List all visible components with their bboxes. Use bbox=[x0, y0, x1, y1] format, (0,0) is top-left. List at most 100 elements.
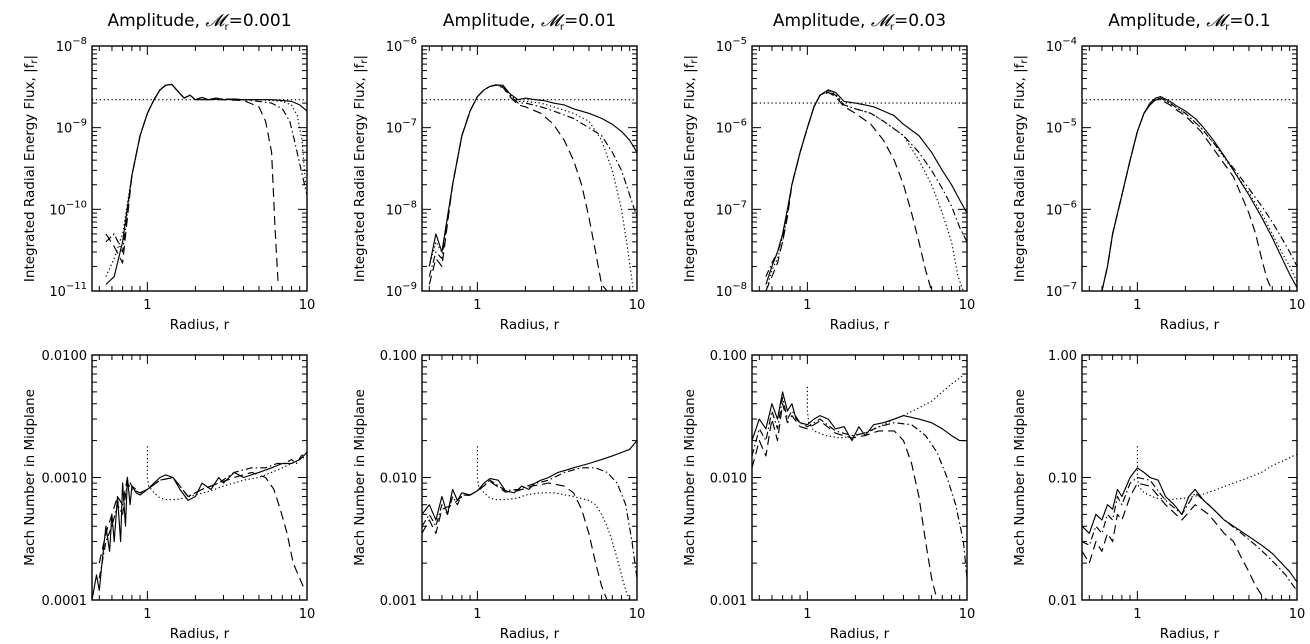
panel-top-2: Amplitude, 𝓜r=0.03 Integrated Radial Ener… bbox=[682, 11, 975, 333]
x-tick-label: 10 bbox=[299, 298, 316, 313]
y-tick-label: 10−6 bbox=[1046, 199, 1077, 218]
x-axis-label: Radius, r bbox=[500, 626, 560, 642]
y-tick-label: 1.00 bbox=[1048, 349, 1077, 364]
x-tick-label: 1 bbox=[1133, 298, 1141, 313]
x-axis-label: Radius, r bbox=[830, 626, 890, 642]
series-line-dashdot bbox=[422, 467, 637, 579]
x-axis-label: Radius, r bbox=[170, 317, 230, 333]
y-tick-label: 10−10 bbox=[49, 199, 87, 218]
y-tick-label: 0.010 bbox=[710, 472, 747, 487]
y-axis-label: Integrated Radial Energy Flux, |fr| bbox=[682, 55, 700, 282]
y-axis-label: Mach Number in Midplane bbox=[1012, 389, 1028, 566]
panel-title: Amplitude, 𝓜r=0.1 bbox=[1108, 11, 1270, 33]
plot-frame bbox=[1081, 354, 1298, 601]
y-tick-label: 0.100 bbox=[380, 349, 417, 364]
y-axis-label: Integrated Radial Energy Flux, |fr| bbox=[352, 55, 370, 282]
y-tick-label: 10−5 bbox=[1046, 118, 1077, 137]
x-axis-label: Radius, r bbox=[830, 317, 890, 333]
y-tick-label: 10−9 bbox=[56, 118, 87, 137]
panel-bottom-0: Mach Number in Midplane Radius, r 1 10 0.000… bbox=[22, 349, 315, 642]
series-line-solid bbox=[752, 391, 967, 442]
series-line-solid bbox=[1082, 467, 1297, 583]
y-tick-label: 10−7 bbox=[1046, 281, 1077, 300]
y-tick-label: 10−8 bbox=[386, 199, 417, 218]
series-line-dotted bbox=[1101, 97, 1297, 291]
x-tick-label: 10 bbox=[299, 607, 316, 622]
series-line-dotted bbox=[428, 84, 634, 291]
y-tick-label: 0.01 bbox=[1048, 594, 1077, 609]
y-tick-label: 0.100 bbox=[710, 349, 747, 364]
panel-top-0: Amplitude, 𝓜r=0.001 Integrated Radial Ene… bbox=[22, 11, 315, 333]
x-tick-label: 1 bbox=[473, 607, 481, 622]
y-tick-label: 10−11 bbox=[49, 281, 87, 300]
y-tick-label: 10−6 bbox=[386, 36, 417, 55]
series-line-dotted bbox=[1136, 446, 1297, 501]
x-tick-label: 10 bbox=[629, 298, 646, 313]
x-tick-label: 10 bbox=[1289, 607, 1306, 622]
x-tick-label: 1 bbox=[143, 607, 151, 622]
series-line-dashdot bbox=[105, 83, 307, 253]
x-tick-label: 10 bbox=[629, 607, 646, 622]
series-line-dashdot bbox=[1101, 97, 1297, 291]
series-line-dashdot bbox=[765, 90, 967, 277]
y-axis-label: Mach Number in Midplane bbox=[682, 389, 698, 566]
x-axis-label: Radius, r bbox=[170, 626, 230, 642]
y-axis-label: Mach Number in Midplane bbox=[22, 389, 38, 566]
series-line-dashdot bbox=[428, 84, 637, 277]
x-tick-label: 10 bbox=[959, 607, 976, 622]
y-tick-label: 0.10 bbox=[1048, 472, 1077, 487]
x-tick-label: 1 bbox=[143, 298, 151, 313]
y-axis-label: Mach Number in Midplane bbox=[352, 389, 368, 566]
y-tick-label: 0.010 bbox=[380, 472, 417, 487]
series-line-dashed bbox=[422, 480, 608, 600]
x-tick-label: 1 bbox=[473, 298, 481, 313]
x-axis-label: Radius, r bbox=[1160, 626, 1220, 642]
x-tick-label: 10 bbox=[1289, 298, 1306, 313]
panel-top-1: Amplitude, 𝓜r=0.01 Integrated Radial Ener… bbox=[352, 11, 645, 333]
series-line-dashed bbox=[765, 91, 933, 291]
y-tick-label: 10−4 bbox=[1046, 36, 1077, 55]
panel-bottom-1: Mach Number in Midplane Radius, r 1 10 0.001… bbox=[352, 349, 645, 642]
plot-frame bbox=[751, 45, 968, 292]
x-tick-label: 1 bbox=[803, 298, 811, 313]
y-tick-label: 10−7 bbox=[386, 118, 417, 137]
y-tick-label: 0.001 bbox=[380, 594, 417, 609]
series-line-dashed bbox=[98, 471, 306, 591]
panel-title: Amplitude, 𝓜r=0.03 bbox=[773, 11, 946, 33]
series-line-dashdot bbox=[752, 396, 967, 579]
y-tick-label: 10−8 bbox=[716, 281, 747, 300]
series-line-dashed bbox=[428, 84, 608, 291]
y-axis-label: Integrated Radial Energy Flux, |fr| bbox=[1012, 55, 1030, 282]
y-tick-label: 0.0100 bbox=[42, 349, 88, 364]
plot-frame bbox=[1081, 45, 1298, 292]
series-line-solid bbox=[428, 84, 637, 267]
x-tick-label: 10 bbox=[959, 298, 976, 313]
series-line-solid bbox=[765, 89, 967, 285]
series-line-dotted bbox=[146, 446, 307, 501]
plot-frame bbox=[421, 354, 638, 601]
y-tick-label: 10−5 bbox=[716, 36, 747, 55]
series-line-solid bbox=[422, 440, 637, 521]
y-tick-label: 10−8 bbox=[56, 36, 87, 55]
series-line-dotted bbox=[476, 446, 631, 600]
series-line-dashed bbox=[1082, 482, 1268, 600]
x-tick-label: 1 bbox=[803, 607, 811, 622]
y-tick-label: 0.0001 bbox=[42, 594, 88, 609]
panel-title: Amplitude, 𝓜r=0.01 bbox=[443, 11, 616, 33]
plot-frame bbox=[91, 354, 308, 601]
series-line-solid bbox=[92, 452, 307, 600]
plot-frame bbox=[91, 45, 308, 292]
y-tick-label: 0.0010 bbox=[42, 472, 88, 487]
y-tick-label: 0.001 bbox=[710, 594, 747, 609]
panel-title: Amplitude, 𝓜r=0.001 bbox=[107, 11, 291, 33]
series-line-dotted bbox=[765, 90, 964, 291]
series-line-dashdot bbox=[98, 452, 307, 579]
panel-bottom-2: Mach Number in Midplane Radius, r 1 10 0.001… bbox=[682, 349, 975, 642]
series-line-dashed bbox=[1101, 99, 1273, 291]
plot-frame bbox=[421, 45, 638, 292]
y-axis-label: Integrated Radial Energy Flux, |fr| bbox=[22, 55, 40, 282]
panel-bottom-3: Mach Number in Midplane Radius, r 1 10 0.01 0… bbox=[1012, 349, 1305, 642]
plot-frame bbox=[751, 354, 968, 601]
series-line-solid bbox=[105, 83, 307, 285]
